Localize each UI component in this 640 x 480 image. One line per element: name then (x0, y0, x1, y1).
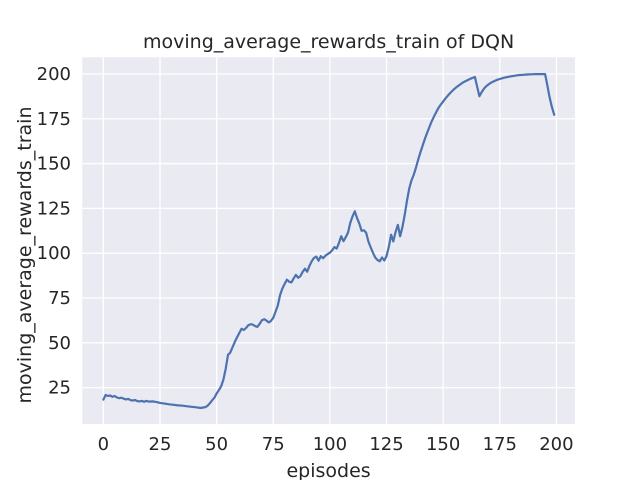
x-axis-label: episodes (286, 460, 370, 480)
y-tick-label: 100 (37, 243, 71, 264)
y-tick-labels: 25 50 75 100 125 150 175 200 (37, 64, 71, 399)
reward-line (102, 73, 556, 410)
y-axis-label: moving_average_rewards_train (14, 107, 36, 404)
chart-title: moving_average_rewards_train of DQN (143, 31, 514, 53)
y-tick-label: 150 (37, 154, 71, 175)
x-tick-label: 150 (426, 434, 460, 455)
x-tick-label: 0 (98, 434, 109, 455)
x-tick-label: 25 (149, 434, 172, 455)
y-tick-label: 25 (48, 378, 71, 399)
x-tick-label: 100 (313, 434, 347, 455)
y-tick-label: 50 (48, 333, 71, 354)
x-tick-labels: 0 25 50 75 100 125 150 175 200 (98, 434, 574, 455)
y-tick-label: 125 (37, 198, 71, 219)
x-tick-label: 200 (539, 434, 573, 455)
x-tick-label: 175 (483, 434, 517, 455)
x-tick-label: 125 (369, 434, 403, 455)
x-tick-label: 75 (262, 434, 285, 455)
y-tick-label: 200 (37, 64, 71, 85)
plot-area (82, 57, 576, 425)
y-tick-label: 75 (48, 288, 71, 309)
x-tick-label: 50 (205, 434, 228, 455)
y-tick-label: 175 (37, 109, 71, 130)
